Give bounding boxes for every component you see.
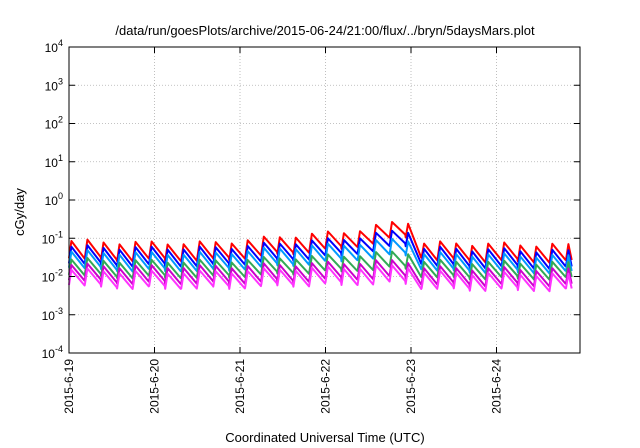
x-tick-label: 2015-6-21 [233,359,247,414]
x-tick-label: 2015-6-24 [490,359,504,414]
y-tick-label: 104 [45,38,63,55]
x-tick-label: 2015-6-19 [62,359,76,414]
series-line-6 [68,264,573,293]
y-tick-label: 10-4 [42,344,63,361]
y-tick-label: 102 [45,115,63,132]
y-tick-label: 10-2 [42,268,63,285]
y-axis-ticks: 10-4 10-3 10-2 10-1 100 101 102 103 104 [42,38,580,361]
series-group [68,221,573,293]
chart-title: /data/run/goesPlots/archive/2015-06-24/2… [115,23,535,38]
y-tick-label: 10-1 [42,229,63,246]
y-tick-label: 100 [45,191,63,208]
series-line-1 [68,221,573,264]
x-axis-ticks: 2015-6-19 2015-6-20 2015-6-21 2015-6-22 2015… [62,47,504,414]
y-tick-label: 10-3 [42,306,63,323]
x-tick-label: 2015-6-22 [319,359,333,414]
x-tick-label: 2015-6-23 [404,359,418,414]
y-axis-label: cGy/day [12,188,27,236]
y-tick-label: 101 [45,153,63,170]
grid-lines [69,47,580,353]
x-axis-label: Coordinated Universal Time (UTC) [225,430,424,445]
x-tick-label: 2015-6-20 [148,359,162,414]
series-line-4 [68,250,573,281]
series-line-3 [68,237,573,275]
y-tick-label: 103 [45,76,63,93]
